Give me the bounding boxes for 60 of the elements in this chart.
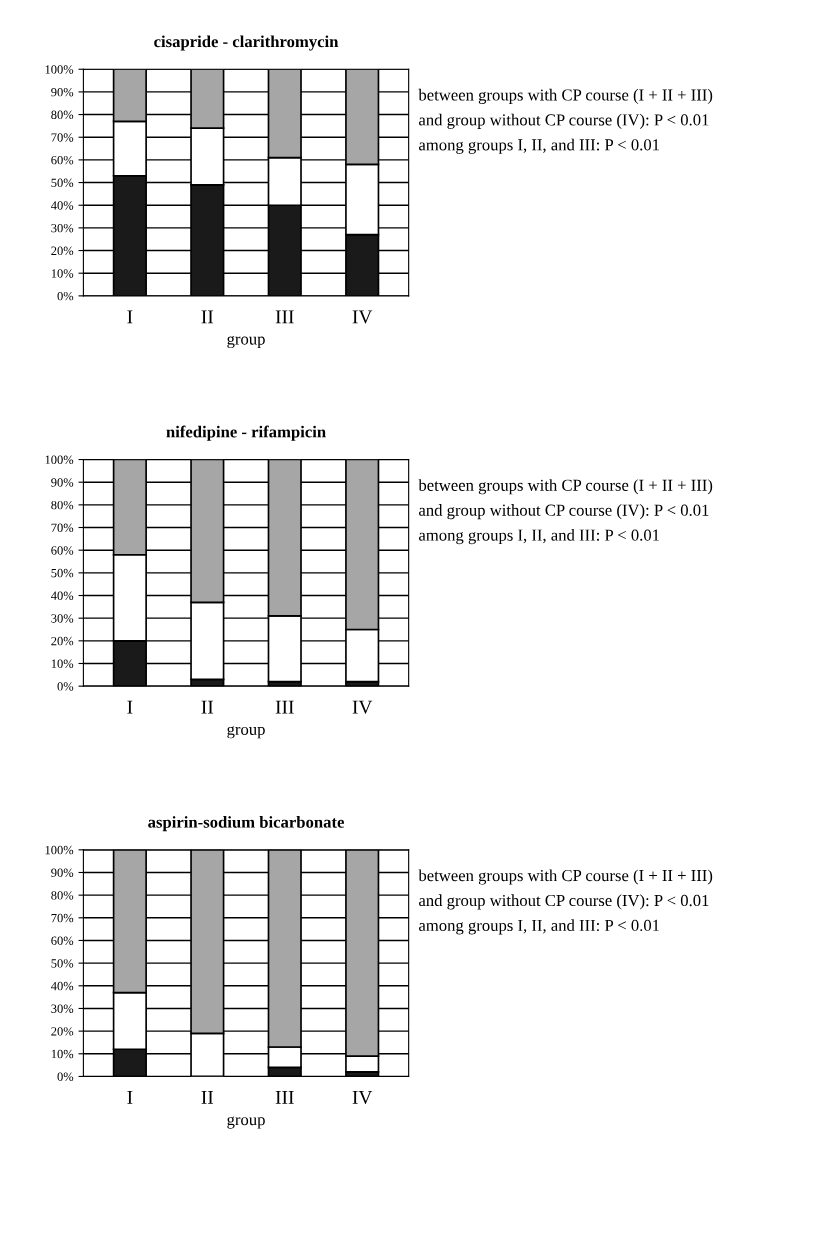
text: among groups I, II, and III: P < 0.01 [419,919,660,935]
y-tick-label: 20% [51,246,74,256]
y-tick-label: 40% [51,591,74,601]
y-tick-label: 60% [51,546,74,555]
y-tick-label: 70% [51,523,74,533]
y-tick-label: 80% [51,110,74,120]
text: and group without CP course (IV): P < 0.01 [419,894,709,910]
chart-title: nifedipine - rifampicin [166,425,326,441]
y-tick-label: 50% [51,959,74,968]
x-tick-label: I [127,310,133,324]
y-tick-label: 30% [51,223,74,233]
x-axis-title: group [227,1116,265,1129]
chart-title: cisapride - clarithromycin [154,35,339,51]
x-tick-label: I [127,1091,133,1104]
y-tick-label: 40% [51,201,74,210]
x-tick-label: III [275,1091,294,1104]
x-tick-label: III [275,700,294,714]
y-tick-label: 40% [51,981,74,991]
y-tick-label: 50% [51,568,74,578]
y-tick-label: 100% [45,65,74,74]
y-tick-label: 80% [51,891,74,900]
chart-title: aspirin-sodium bicarbonate [148,816,344,832]
x-tick-label: IV [352,310,373,324]
y-tick-label: 80% [51,500,74,510]
text: between groups with CP course (I + II + III) [418,479,713,495]
y-tick-label: 10% [51,1049,74,1059]
x-tick-label: II [201,310,214,324]
text: and group without CP course (IV): P < 0.01 [419,113,709,129]
y-tick-label: 90% [51,87,74,97]
x-tick-label: IV [352,1091,373,1105]
y-tick-label: 10% [51,659,74,668]
y-tick-label: 20% [51,1027,74,1036]
y-tick-label: 100% [45,845,74,855]
text: and group without CP course (IV): P < 0.01 [419,504,709,520]
y-tick-label: 30% [51,1004,74,1013]
y-tick-label: 20% [51,636,74,646]
y-tick-label: 90% [51,868,74,877]
text: among groups I, II, and III: P < 0.01 [419,529,660,545]
y-tick-label: 50% [51,178,74,188]
y-tick-label: 70% [51,913,74,923]
text: between groups with CP course (I + II + III) [418,88,713,105]
x-tick-label: II [201,1091,214,1104]
text: between groups with CP course (I + II + III) [418,869,713,885]
y-tick-label: 10% [51,269,74,278]
text: among groups I, II, and III: P < 0.01 [419,138,660,154]
y-tick-label: 100% [45,455,74,465]
y-tick-label: 60% [51,155,74,165]
x-tick-label: III [275,310,294,324]
x-axis-title: group [227,726,265,739]
y-tick-label: 60% [51,936,74,945]
x-tick-label: I [127,700,133,714]
y-tick-label: 30% [51,614,74,623]
x-axis-title: group [227,335,265,349]
y-tick-label: 0% [57,291,74,301]
x-tick-label: IV [352,700,373,714]
x-tick-label: II [201,700,214,714]
y-tick-label: 90% [51,478,74,487]
y-tick-label: 0% [57,682,74,691]
y-tick-label: 70% [51,133,74,142]
y-tick-label: 0% [57,1072,74,1081]
